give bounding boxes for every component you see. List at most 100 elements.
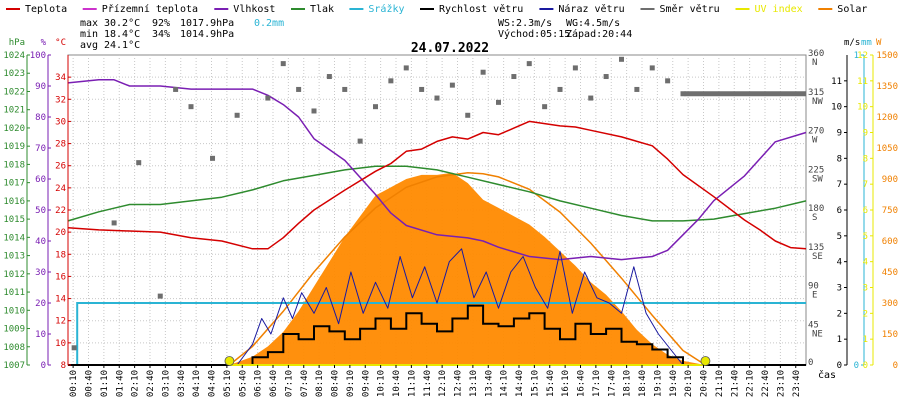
wind-speed-tick-label: 4	[837, 258, 842, 268]
wind-direction-tick-label: 225	[808, 165, 824, 175]
x-tick-label: 18:40	[638, 370, 648, 397]
wind-speed-tick-label: 11	[831, 77, 842, 87]
sunrise-marker	[224, 356, 235, 366]
wind-direction-tick-label: 315	[808, 88, 824, 98]
wind-direction-point	[480, 69, 486, 75]
humidity-line	[67, 79, 807, 261]
pressure-tick-label: 1014	[3, 233, 25, 243]
axes: hPa1007100810091010101110121013101410151…	[3, 38, 898, 397]
pressure-tick-label: 1023	[3, 69, 25, 79]
x-tick-label: 06:40	[269, 370, 279, 397]
x-tick-label: 07:40	[300, 370, 310, 397]
x-tick-label: 08:40	[331, 370, 341, 397]
stats-sunset: Západ:20:44	[566, 28, 632, 40]
wind-direction-tick-label: E	[812, 291, 817, 301]
wind-speed-line	[68, 304, 806, 366]
x-tick-label: 23:40	[792, 370, 802, 397]
wind-direction-tick-label: 270	[808, 127, 824, 137]
stats-max-rain: 0.2mm	[254, 18, 284, 29]
temperature-axis-label: °C	[55, 38, 66, 48]
humidity-tick-label: 70	[35, 144, 46, 154]
legend-label-4: Srážky	[368, 3, 404, 15]
legend-label-3: Tlak	[310, 4, 334, 15]
wind-direction-point	[619, 56, 624, 62]
legend-label-7: Směr větru	[660, 3, 720, 15]
wind-direction-point	[157, 293, 163, 299]
pressure-tick-label: 1020	[3, 124, 25, 134]
x-tick-label: 06:10	[254, 370, 264, 397]
x-tick-label: 03:40	[177, 370, 187, 397]
solar-tick-label: 150	[882, 330, 898, 340]
x-tick-label: 20:10	[684, 370, 694, 397]
pressure-tick-label: 1013	[3, 252, 25, 262]
wind-direction-point	[526, 61, 532, 67]
temperature-tick-label: 32	[55, 95, 66, 105]
humidity-tick-label: 40	[35, 237, 46, 247]
humidity-tick-label: 20	[35, 299, 46, 309]
wind-direction-point	[649, 65, 655, 71]
grid	[67, 54, 807, 366]
wind-direction-point	[71, 345, 77, 351]
x-tick-label: 01:40	[115, 370, 125, 397]
humidity-tick-label: 90	[35, 82, 46, 92]
temperature-tick-label: 16	[55, 272, 66, 282]
stats-avg-label: avg	[80, 40, 98, 51]
wind-direction-point	[173, 86, 179, 92]
pressure-tick-label: 1022	[3, 87, 25, 97]
solar-tick-label: 1050	[876, 144, 898, 154]
x-tick-label: 16:10	[561, 370, 571, 397]
wind-direction-point	[511, 74, 517, 80]
legend-label-6: Náraz větru	[558, 3, 624, 15]
x-tick-label: 00:10	[69, 370, 79, 397]
pressure-tick-label: 1019	[3, 142, 25, 152]
stats-max-press: 1017.9hPa	[180, 18, 234, 29]
pressure-tick-label: 1008	[3, 343, 25, 353]
x-tick-label: 23:10	[776, 370, 786, 397]
x-tick-label: 15:10	[530, 370, 540, 397]
wind-direction-tick-label: 180	[808, 204, 824, 214]
x-tick-label: 10:10	[377, 370, 387, 397]
x-tick-label: 02:10	[131, 370, 141, 397]
temperature-tick-label: 30	[55, 117, 66, 127]
x-tick-label: 15:40	[546, 370, 556, 397]
solar-tick-label: 450	[882, 268, 898, 278]
wind-direction-point	[311, 108, 317, 114]
wind-direction-point	[234, 112, 240, 118]
x-tick-label: 09:10	[346, 370, 356, 397]
humidity-tick-label: 100	[30, 51, 46, 61]
stats-min-temp: 18.4°C	[104, 29, 140, 40]
temperature-tick-label: 18	[55, 250, 66, 260]
stats-wg: WG:4.5m/s	[566, 18, 620, 29]
legend-label-9: Solar	[837, 4, 867, 15]
wind-direction-point	[542, 104, 548, 110]
rain-axis-label: mm	[861, 38, 872, 48]
wind-direction-point	[449, 82, 455, 88]
x-tick-label: 14:40	[515, 370, 525, 397]
uv-tick-label: 0	[863, 361, 868, 371]
solar-tick-label: 1500	[876, 51, 898, 61]
wind-direction-tick-label: 135	[808, 243, 824, 253]
wind-speed-tick-label: 1	[837, 335, 842, 345]
stats-min-label: min	[80, 29, 98, 40]
x-tick-label: 20:40	[700, 370, 710, 397]
series-lines	[67, 79, 807, 366]
x-tick-label: 13:40	[484, 370, 494, 397]
solar-tick-label: 1200	[876, 113, 898, 123]
pressure-tick-label: 1021	[3, 106, 25, 116]
x-tick-label: 12:10	[438, 370, 448, 397]
solar-tick-label: 750	[882, 206, 898, 216]
solar-axis-label: W	[876, 38, 882, 48]
temperature-tick-label: 14	[55, 295, 66, 305]
temperature-tick-label: 34	[55, 73, 66, 83]
x-tick-label: 11:10	[407, 370, 417, 397]
rain-tick-label: 1	[854, 51, 859, 61]
uv-tick-label: 9	[863, 129, 868, 139]
pressure-tick-label: 1009	[3, 325, 25, 335]
pressure-tick-label: 1007	[3, 361, 25, 371]
wind-direction-tick-label: N	[812, 58, 817, 68]
stats-ws: WS:2.3m/s	[498, 18, 552, 29]
stats-max-label: max	[80, 18, 98, 29]
x-tick-label: 21:40	[730, 370, 740, 397]
